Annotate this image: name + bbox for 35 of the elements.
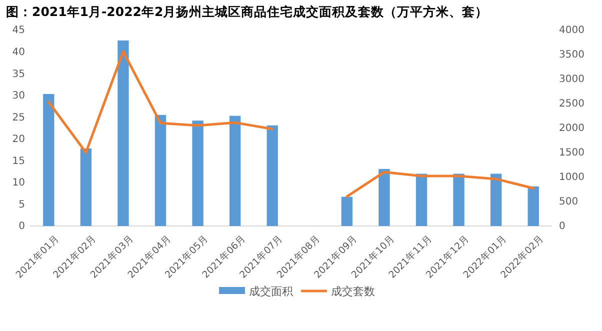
- y-tick-label: 0: [18, 221, 25, 232]
- y-tick-label: 15: [12, 156, 25, 167]
- y2-tick-label: 1000: [559, 172, 584, 184]
- y2-tick-label: 3500: [559, 50, 584, 61]
- bar: [43, 94, 54, 226]
- bar: [453, 174, 464, 226]
- y2-tick-label: 2000: [559, 123, 584, 134]
- y-tick-label: 45: [12, 25, 25, 36]
- y-tick-label: 30: [12, 90, 25, 102]
- bar: [154, 114, 166, 226]
- y-tick-label: 35: [12, 68, 25, 80]
- y2-tick-label: 500: [559, 196, 578, 208]
- y2-tick-label: 3000: [559, 74, 584, 86]
- bar: [192, 120, 204, 226]
- y-tick-label: 25: [12, 112, 25, 124]
- bar: [341, 196, 353, 226]
- bar: [266, 125, 278, 226]
- bar: [118, 40, 129, 226]
- bar: [490, 174, 502, 226]
- legend-label: 成交面积: [249, 285, 293, 298]
- y2-tick-label: 4000: [559, 25, 584, 36]
- bar: [528, 186, 539, 226]
- bar: [80, 148, 92, 226]
- bar: [229, 116, 241, 226]
- y-tick-label: 20: [12, 134, 25, 146]
- legend-label: 成交套数: [331, 285, 375, 298]
- chart-title: 图：2021年1月-2022年2月扬州主城区商品住宅成交面积及套数（万平方米、套）: [6, 4, 488, 19]
- y2-tick-label: 0: [559, 221, 566, 232]
- bar: [416, 174, 428, 226]
- y-tick-label: 10: [12, 178, 25, 189]
- y2-tick-label: 2500: [559, 98, 584, 110]
- y-tick-label: 40: [12, 46, 25, 58]
- bar: [378, 168, 390, 226]
- y2-tick-label: 1500: [559, 148, 584, 159]
- y-tick-label: 5: [18, 199, 25, 210]
